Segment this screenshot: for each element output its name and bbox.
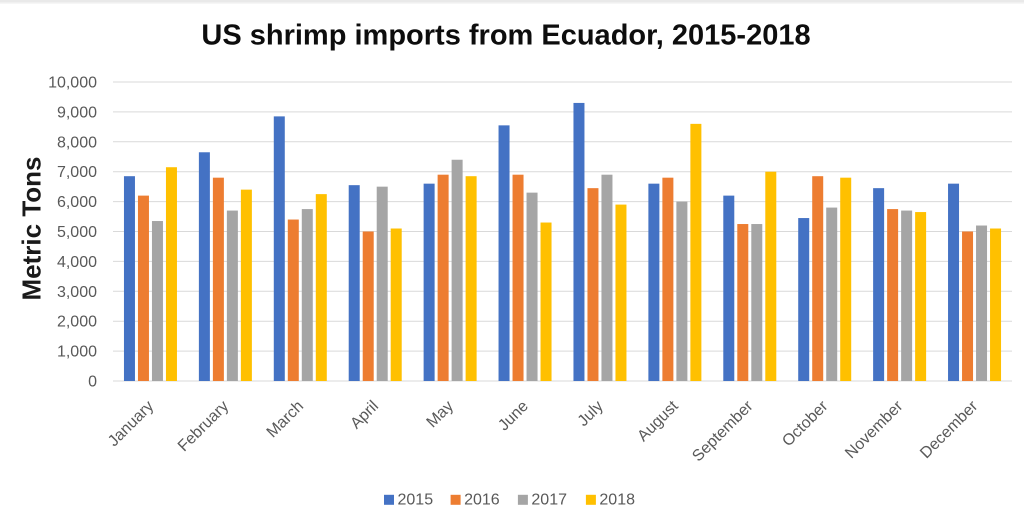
svg-text:2017: 2017 xyxy=(531,492,567,509)
svg-text:0: 0 xyxy=(88,374,97,391)
svg-text:1,000: 1,000 xyxy=(57,344,97,361)
svg-text:Metric Tons: Metric Tons xyxy=(17,157,47,301)
svg-text:2015: 2015 xyxy=(398,492,434,509)
svg-text:2018: 2018 xyxy=(599,492,635,509)
svg-text:6,000: 6,000 xyxy=(57,194,97,211)
svg-text:2016: 2016 xyxy=(464,492,500,509)
svg-text:7,000: 7,000 xyxy=(57,164,97,181)
svg-text:10,000: 10,000 xyxy=(48,75,97,92)
svg-text:5,000: 5,000 xyxy=(57,224,97,241)
svg-text:US shrimp imports from Ecuador: US shrimp imports from Ecuador, 2015-201… xyxy=(201,20,810,52)
svg-text:8,000: 8,000 xyxy=(57,134,97,151)
svg-text:4,000: 4,000 xyxy=(57,254,97,271)
svg-text:3,000: 3,000 xyxy=(57,284,97,301)
svg-text:9,000: 9,000 xyxy=(57,104,97,121)
svg-text:2,000: 2,000 xyxy=(57,314,97,331)
